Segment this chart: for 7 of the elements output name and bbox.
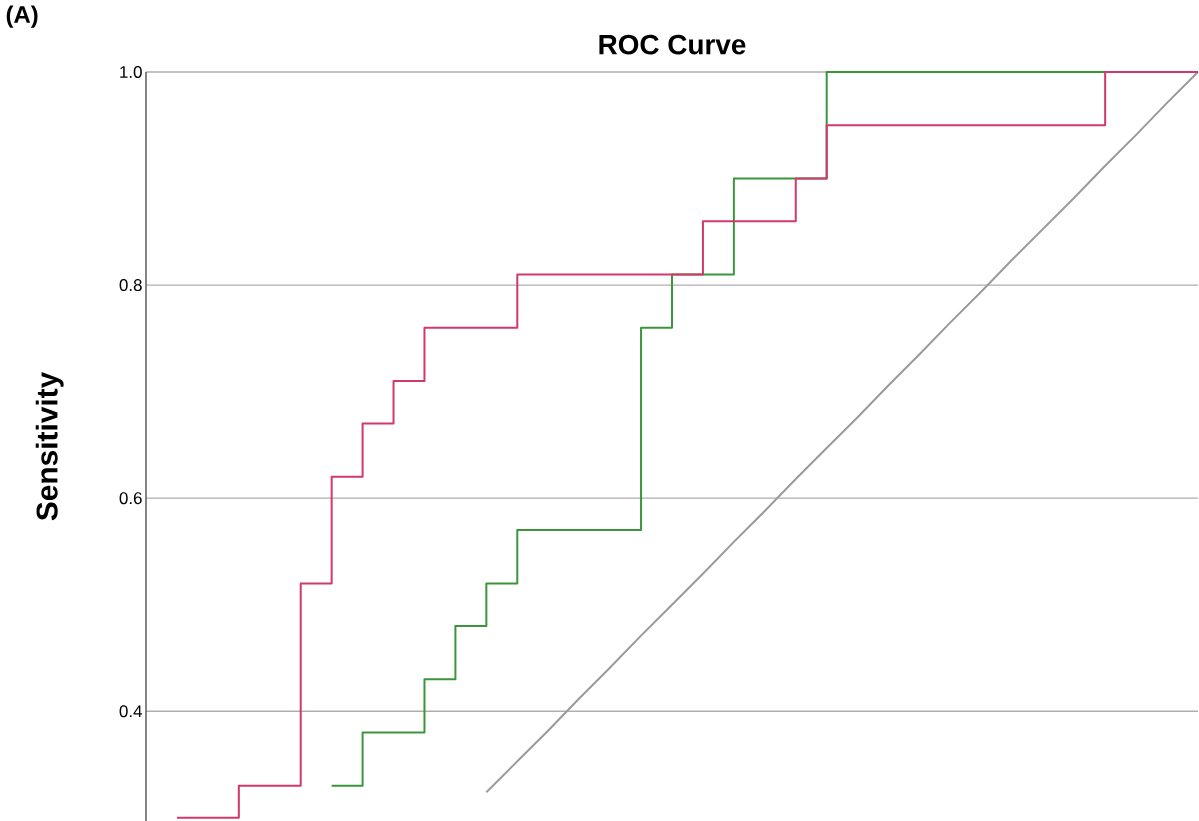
chart-title: ROC Curve — [599, 34, 746, 55]
text: (A) — [6, 5, 38, 28]
y-tick-label: 0.8 — [119, 279, 142, 292]
y-axis-title: Sensitivity — [35, 371, 64, 521]
y-tick-label: 0.4 — [119, 705, 142, 718]
y-tick-label: 0.6 — [119, 492, 142, 505]
y-tick-label: 1.0 — [120, 65, 142, 78]
